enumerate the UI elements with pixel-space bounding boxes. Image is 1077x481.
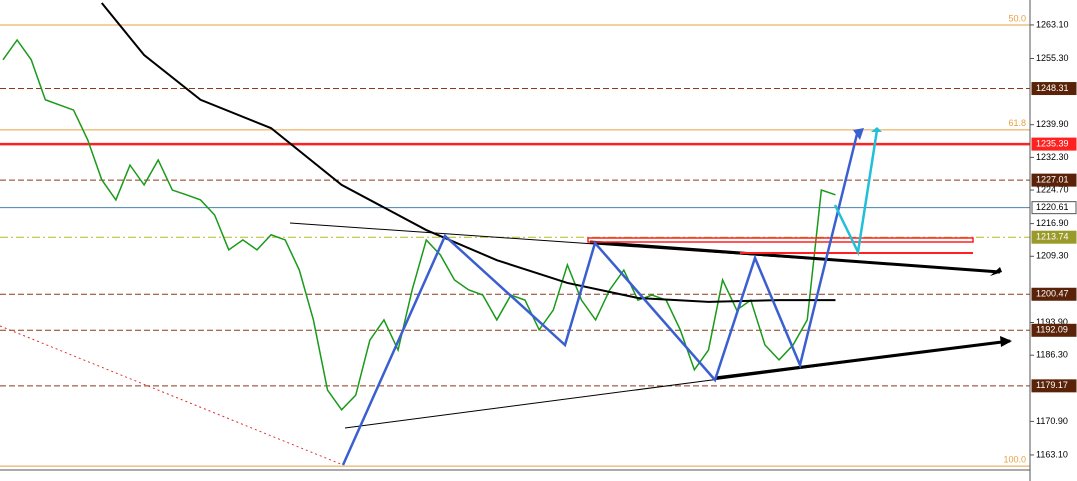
projection-arrow — [833, 129, 879, 257]
level-label-box — [1031, 137, 1077, 151]
zone — [587, 237, 974, 243]
fib-label: 50.0 — [1008, 13, 1026, 23]
level-label-box — [1031, 323, 1077, 337]
level-label: 1192.09 — [1036, 325, 1068, 335]
y-tick-label: 1186.30 — [1036, 350, 1068, 360]
arrow-head — [1000, 336, 1012, 347]
level-label: 1227.01 — [1036, 175, 1069, 185]
drawings — [0, 127, 1012, 466]
y-tick-label: 1263.10 — [1036, 19, 1069, 29]
fib-label: 61.8 — [1008, 118, 1026, 128]
wave-line — [444, 235, 716, 381]
level-label: 1200.47 — [1036, 289, 1069, 299]
level-label: 1220.61 — [1036, 202, 1069, 212]
arrow-head — [853, 128, 864, 140]
level-label-box — [1031, 379, 1077, 393]
fib-label: 100.0 — [1003, 455, 1026, 465]
level-label-box — [1031, 287, 1077, 301]
y-tick-label: 1255.30 — [1036, 53, 1069, 63]
y-tick-label: 1232.30 — [1036, 152, 1069, 162]
level-label-box — [1031, 82, 1077, 96]
y-tick-label: 1163.10 — [1036, 449, 1068, 459]
price-line — [100, 2, 836, 303]
level-label-box — [1031, 201, 1077, 215]
price-line — [2, 38, 836, 411]
y-tick-label: 1170.90 — [1036, 416, 1068, 426]
y-tick-label: 1239.90 — [1036, 119, 1069, 129]
y-tick-label: 1209.30 — [1036, 251, 1069, 261]
y-tick-label: 1193.90 — [1036, 317, 1068, 327]
trend-line — [589, 240, 1001, 274]
level-label-box — [1031, 230, 1077, 244]
level-label: 1235.39 — [1036, 138, 1069, 148]
price-axis: 1263.10 1255.30 1239.90 1232.30 1224.70 1216.… — [1030, 19, 1077, 459]
level-label: 1213.74 — [1036, 232, 1069, 242]
level-label-box — [1031, 173, 1077, 187]
level-label: 1248.31 — [1036, 83, 1069, 93]
y-tick-label: 1224.70 — [1036, 184, 1069, 194]
trend-line — [0, 325, 344, 466]
level-label: 1179.17 — [1036, 380, 1068, 390]
arrow-head — [990, 267, 1002, 276]
arrow-head — [871, 127, 882, 132]
trend-line — [714, 339, 1011, 380]
y-tick-label: 1216.90 — [1036, 218, 1069, 228]
